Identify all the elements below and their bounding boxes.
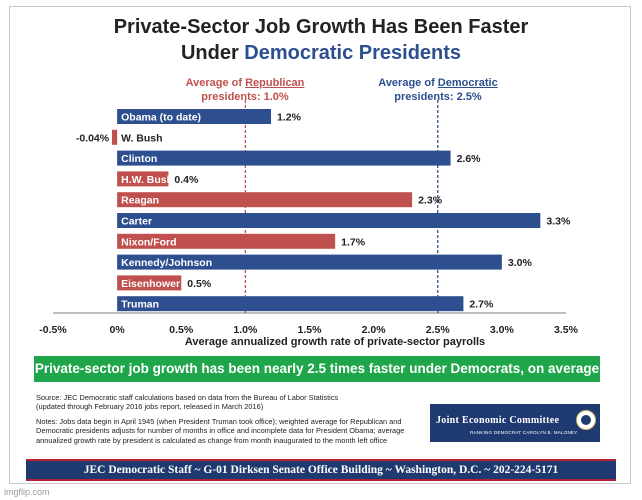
republican-average-label: Average of Republican presidents: 1.0% (175, 76, 315, 104)
bar-value-label: 2.6% (457, 153, 482, 165)
bar-value-label: 0.5% (187, 278, 212, 290)
bar-1 (111, 129, 118, 145)
x-axis-ticks: -0.5% 0% 0.5% 1.0% 1.5% 2.0% 2.5% 3.0% 3.5% (39, 312, 579, 336)
chart-title-line1: Private-Sector Job Growth Has Been Faste… (113, 16, 529, 38)
bar-2 (117, 150, 451, 166)
bar-name-label: Reagan (121, 195, 159, 207)
x-tick-label: 2.5% (426, 324, 451, 336)
bar-0 (117, 109, 272, 124)
bar-6 (117, 233, 336, 249)
rep-avg-suffix: presidents: 1.0% (201, 91, 289, 103)
source-line2: (updated through February 2016 jobs repo… (36, 402, 264, 412)
title-highlight: Democratic Presidents (244, 42, 462, 64)
dem-avg-prefix: Average of (378, 77, 438, 89)
bar-value-label: 2.7% (469, 299, 494, 311)
x-tick-label: 2.0% (362, 324, 387, 336)
bar-7 (117, 254, 502, 270)
summary-banner: Private-sector job growth has been nearl… (34, 356, 600, 382)
bar-name-label: Kennedy/Johnson (121, 257, 212, 269)
x-tick-label: 1.0% (233, 324, 258, 336)
bar-name-label: Carter (121, 216, 152, 228)
title-prefix: Under (180, 42, 245, 64)
dem-avg-party: Democratic (437, 77, 498, 89)
bar-8 (117, 275, 182, 291)
democratic-average-label: Average of Democratic presidents: 2.5% (376, 76, 500, 104)
bar-value-label: 1.2% (277, 112, 302, 124)
bar-value-label: 3.0% (508, 257, 533, 269)
chart-title-line2: Under Democratic Presidents (0, 42, 642, 65)
imgflip-watermark: imgflip.com (4, 487, 50, 497)
bar-name-label: Eisenhower (121, 278, 180, 290)
bar-name-label: Obama (to date) (121, 112, 201, 124)
jec-logo-subtitle: RANKING DEMOCRAT CAROLYN B. MALONEY (470, 430, 578, 435)
x-tick-label: 3.0% (490, 324, 515, 336)
bar-name-label: H.W. Bush (121, 174, 173, 186)
bar-value-label: 0.4% (174, 174, 199, 186)
x-tick-label: 0% (110, 324, 126, 336)
bar-4 (117, 192, 413, 208)
bar-value-label: 3.3% (546, 216, 571, 228)
rep-avg-prefix: Average of (185, 77, 246, 89)
rep-avg-party: Republican (245, 77, 305, 89)
dem-avg-suffix: presidents: 2.5% (394, 91, 482, 103)
bar-value-label: 1.7% (341, 236, 366, 248)
source-notes: Source: JEC Democratic staff calculation… (36, 393, 426, 450)
bars-group: Obama (to date) 1.2% W. Bush -0.04% Clinton 2… (76, 109, 571, 312)
x-tick-label: 3.5% (554, 324, 579, 336)
x-axis-title: Average annualized growth rate of privat… (184, 336, 486, 348)
bar-name-label: W. Bush (121, 132, 162, 144)
bar-value-label: 2.3% (418, 195, 443, 207)
congress-seal-icon (576, 410, 596, 430)
bar-5 (117, 213, 541, 228)
bar-value-label: -0.04% (76, 132, 110, 144)
bar-9 (117, 296, 464, 312)
bar-name-label: Nixon/Ford (121, 236, 176, 248)
source-line1: Source: JEC Democratic staff calculation… (36, 393, 339, 402)
x-tick-label: -0.5% (39, 324, 67, 336)
jec-logo: Joint Economic Committee RANKING DEMOCRA… (430, 404, 600, 442)
bar-name-label: Clinton (121, 153, 157, 165)
footer-bar: JEC Democratic Staff ~ G-01 Dirksen Sena… (26, 459, 616, 481)
jec-logo-title: Joint Economic Committee (436, 415, 560, 426)
source-notes-text: Notes: Jobs data begin in April 1945 (wh… (36, 416, 405, 445)
bar-3 (117, 171, 169, 187)
x-tick-label: 0.5% (169, 324, 194, 336)
x-tick-label: 1.5% (298, 324, 323, 336)
bar-name-label: Truman (121, 299, 159, 311)
